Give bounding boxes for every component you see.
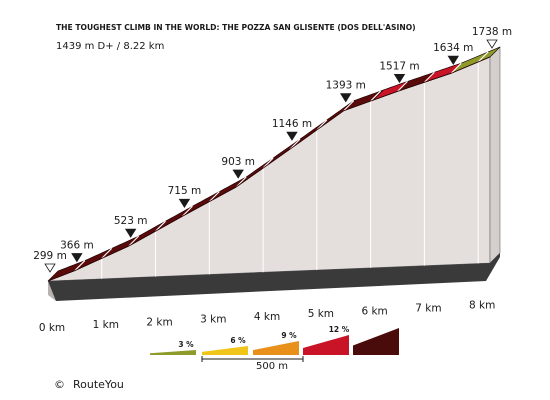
road-separator: [450, 62, 462, 74]
road-separator: [343, 100, 355, 112]
legend-label: 6 %: [230, 336, 246, 345]
elevation-marker: [124, 228, 137, 238]
elevation-marker: [486, 39, 498, 49]
road-separator: [208, 191, 220, 203]
elevation-label: 1634 m: [433, 42, 473, 54]
road-separator: [235, 176, 247, 188]
road-edge: [47, 56, 491, 282]
elevation-label: 523 m: [114, 215, 148, 227]
elevation-marker: [286, 131, 298, 141]
km-tick-label: 4 km: [254, 311, 280, 323]
legend-label: 3 %: [178, 340, 194, 349]
road-separator: [477, 51, 489, 63]
legend-label: 12 %: [329, 325, 350, 334]
legend-swatch: [150, 350, 196, 355]
km-tick-label: 3 km: [200, 314, 226, 326]
road-separator: [128, 235, 140, 247]
km-tick-label: 5 km: [308, 308, 334, 320]
legend-swatch: [202, 346, 248, 355]
elevation-marker: [393, 74, 406, 84]
source-label: RouteYou: [73, 378, 124, 391]
km-tick-label: 6 km: [361, 305, 387, 317]
legend-label: 9 %: [281, 331, 297, 340]
elevation-marker: [340, 93, 352, 103]
road-separator: [155, 220, 166, 232]
elevation-label: 366 m: [60, 240, 94, 252]
profile-layer: [47, 46, 501, 301]
road-separator: [370, 90, 382, 102]
elevation-label: 1146 m: [272, 118, 312, 130]
elevation-label: 1517 m: [379, 60, 419, 72]
km-tick-label: 8 km: [469, 300, 495, 312]
road-separator: [182, 205, 193, 217]
gradient-legend: 3 % 6 % 9 % 12 %: [150, 325, 399, 362]
copyright: © RouteYou: [54, 378, 124, 391]
legend-swatch: [353, 328, 399, 355]
legend-swatch: [303, 335, 349, 355]
elevation-label: 1393 m: [326, 80, 366, 92]
profile-base: [48, 253, 500, 301]
road-separator: [74, 260, 86, 271]
profile-side-wall: [489, 46, 501, 264]
elevation-marker: [44, 263, 56, 273]
elevation-label: 715 m: [168, 185, 202, 197]
elevation-marker: [71, 253, 83, 263]
km-tick-labels: 0 km 1 km 2 km 3 km 4 km 5 km 6 km 7 km 8 km: [39, 300, 495, 334]
legend-swatch: [253, 341, 299, 355]
elevation-marker: [447, 55, 460, 65]
chart-title: THE TOUGHEST CLIMB IN THE WORLD: THE POZ…: [56, 23, 416, 32]
km-tick-label: 0 km: [39, 322, 65, 334]
elevation-marker: [178, 198, 191, 208]
km-tick-label: 2 km: [146, 316, 172, 328]
road-separator: [101, 247, 113, 259]
km-tick-label: 1 km: [93, 319, 119, 331]
road-separator: [397, 81, 408, 92]
copyright-symbol: ©: [54, 378, 65, 391]
road-separator: [262, 157, 274, 169]
scale-label: 500 m: [256, 361, 288, 372]
elevation-label: 299 m: [33, 250, 67, 262]
elevation-label: 903 m: [221, 156, 255, 168]
elevation-marker: [232, 169, 244, 179]
chart-subtitle: 1439 m D+ / 8.22 km: [56, 41, 164, 52]
elevation-label: 1738 m: [472, 26, 512, 38]
road-separator: [424, 71, 435, 83]
km-tick-label: 7 km: [415, 302, 441, 314]
